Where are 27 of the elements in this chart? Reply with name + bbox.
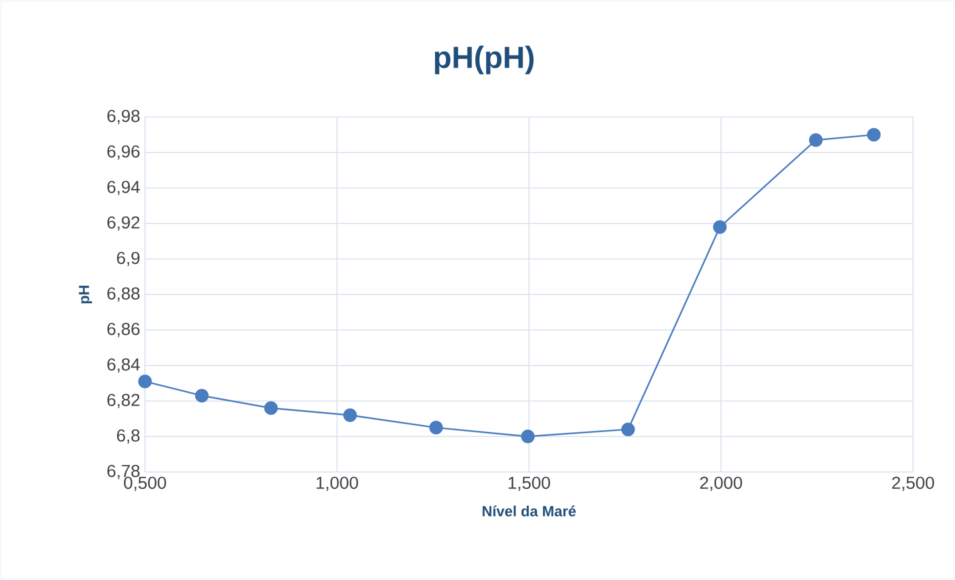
y-tick-label: 6,92 [107, 216, 140, 231]
x-tick-label: 2,000 [700, 476, 742, 492]
point [621, 422, 635, 436]
x-tick-label: 1,000 [316, 476, 358, 492]
point [264, 401, 278, 415]
y-tick-label: 6,86 [107, 322, 140, 338]
point [195, 388, 209, 402]
y-tick-label: 6,96 [107, 145, 140, 160]
x-tick-label: 2,500 [892, 476, 934, 492]
x-tick-label: 1,500 [508, 476, 550, 492]
y-axis-title: pH [78, 286, 92, 304]
point [521, 430, 535, 444]
point [429, 420, 443, 434]
point [713, 220, 727, 234]
point [867, 128, 881, 142]
chart-title: pH(pH) [434, 46, 534, 74]
y-tick-label: 6,84 [107, 358, 140, 373]
y-tick-label: 6,88 [107, 287, 140, 302]
x-axis-title: Nível da Maré [482, 506, 576, 516]
y-tick-label: 6,9 [117, 252, 140, 266]
y-tick-label: 6,98 [107, 110, 140, 124]
point [138, 374, 152, 388]
point [809, 133, 823, 147]
point [343, 408, 357, 422]
y-tick-label: 6,82 [107, 394, 140, 408]
y-tick-label: 6,94 [107, 180, 140, 196]
y-tick-label: 6,8 [117, 429, 140, 444]
